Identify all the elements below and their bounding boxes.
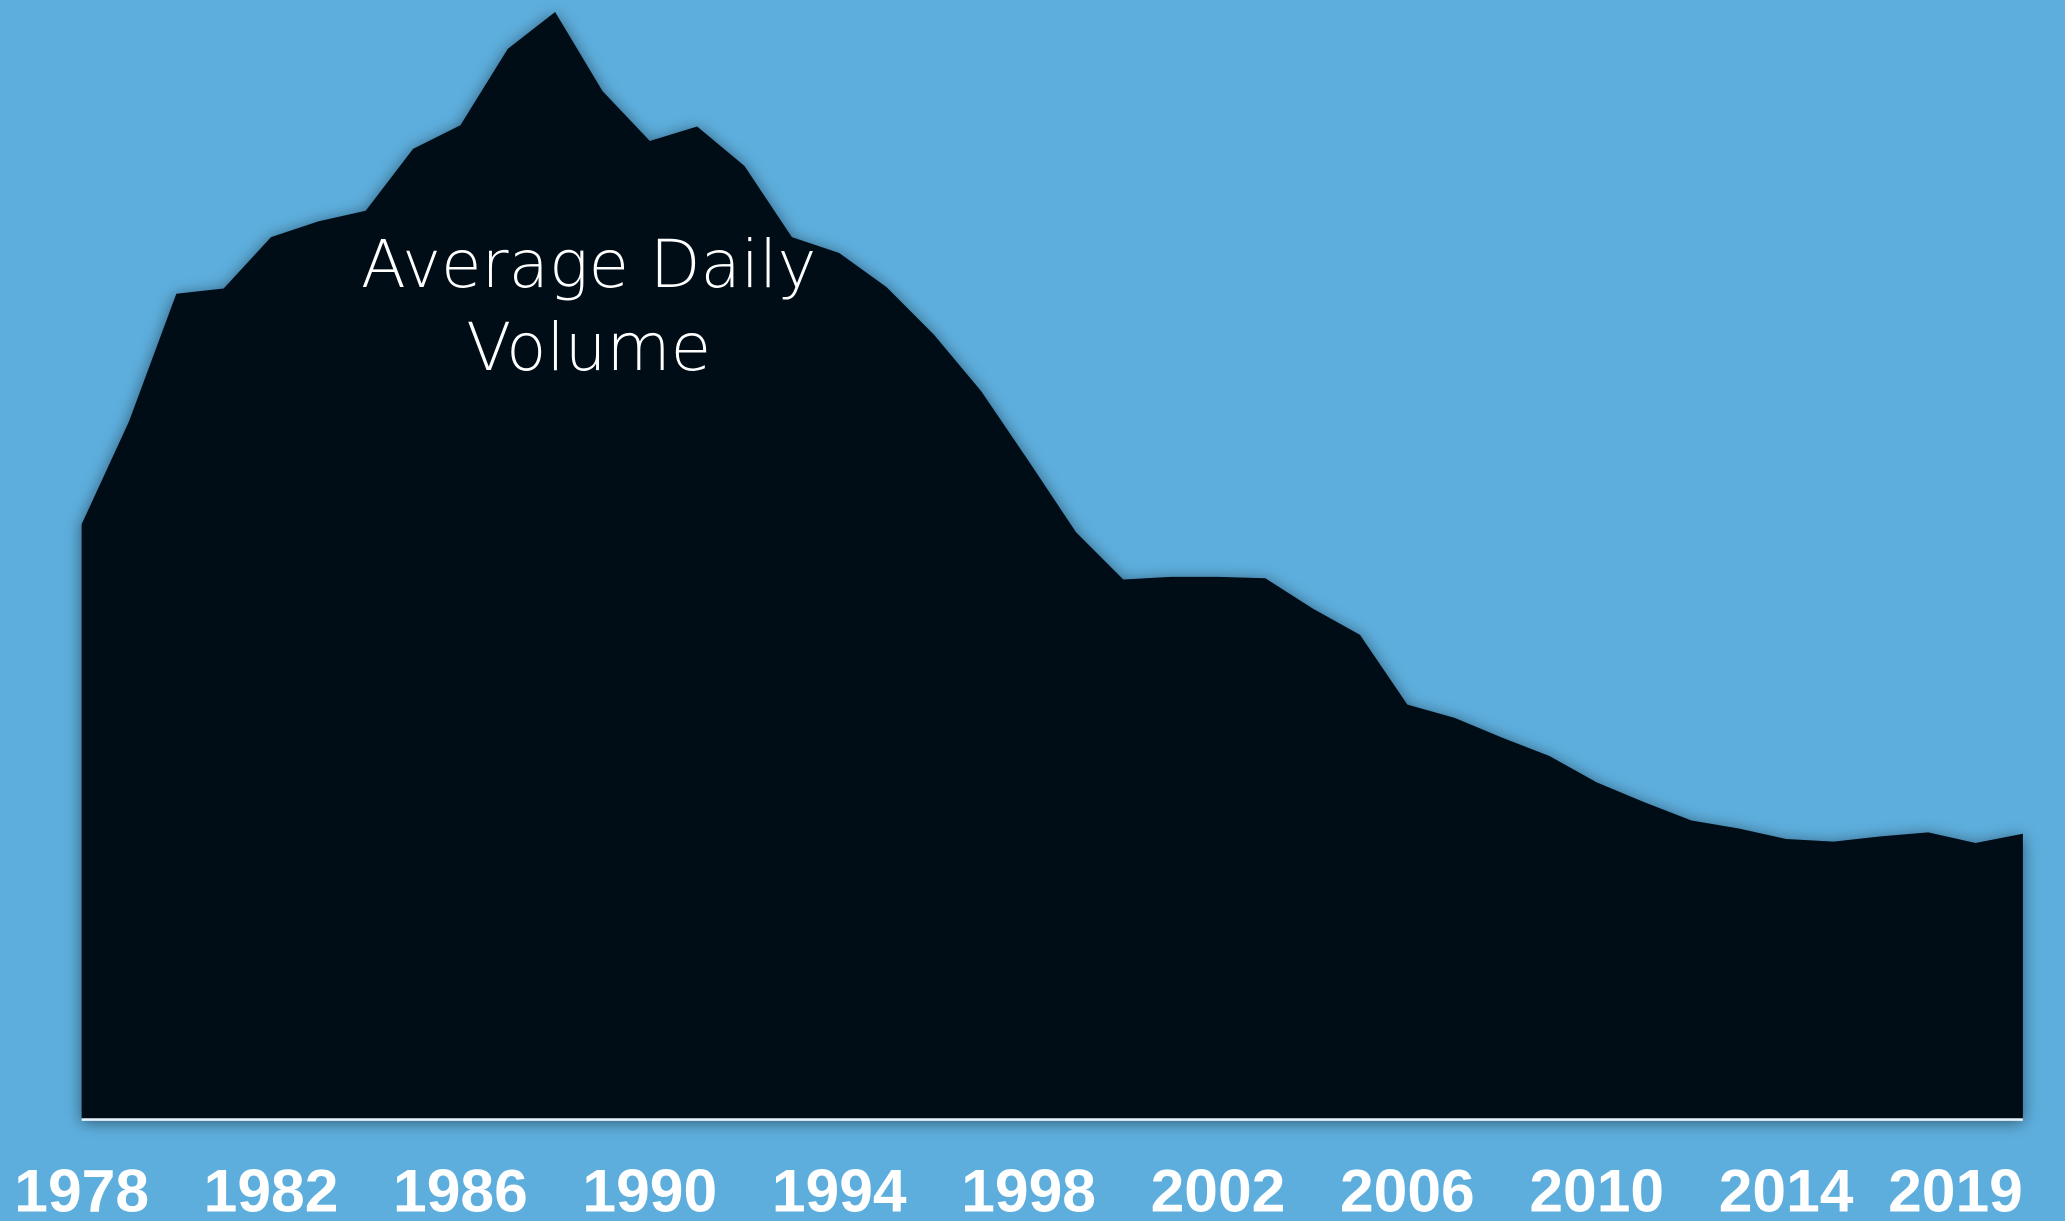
x-tick-label: 2002: [1151, 1157, 1286, 1221]
annotation-line: Average Daily: [361, 226, 817, 303]
x-tick-label: 2010: [1529, 1157, 1664, 1221]
x-tick-label: 1986: [393, 1157, 528, 1221]
area: [81, 11, 2023, 1120]
x-tick-label: 2014: [1719, 1157, 1854, 1221]
x-tick-label: 2006: [1340, 1157, 1475, 1221]
x-tick-label: 2019: [1888, 1157, 2023, 1221]
x-tick-label: 1990: [582, 1157, 717, 1221]
x-tick-label: 1982: [204, 1157, 339, 1221]
x-tick-label: 1978: [14, 1157, 149, 1221]
annotation-line: Volume: [466, 309, 711, 386]
annotation: Average Daily Volume: [361, 226, 817, 386]
x-tick-label: 1994: [772, 1157, 907, 1221]
x-tick-label: 1998: [961, 1157, 1096, 1221]
